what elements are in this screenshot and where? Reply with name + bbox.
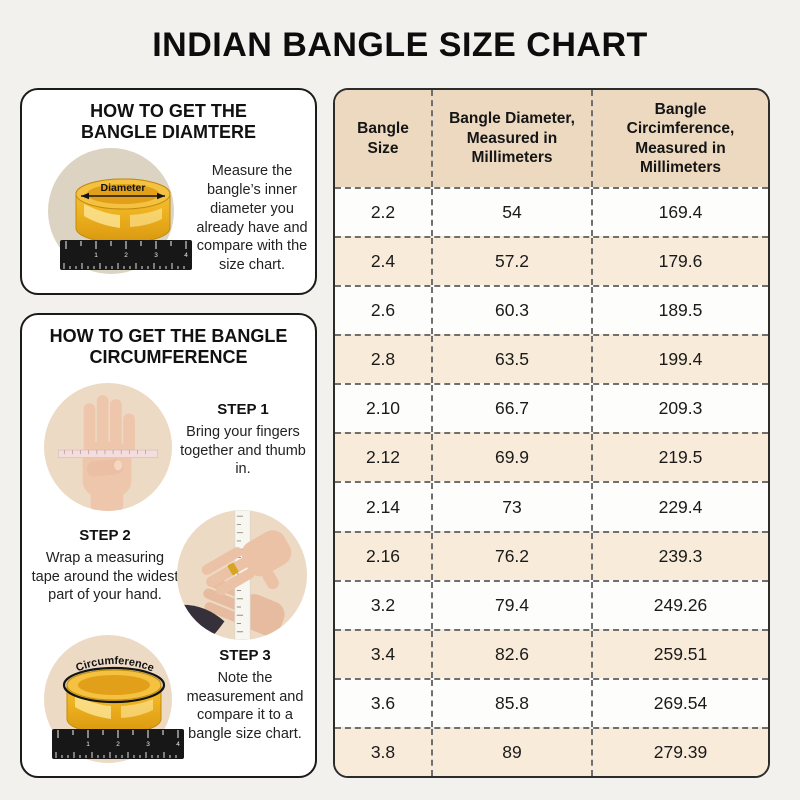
- step2-block: STEP 2 Wrap a measuring tape around the …: [30, 527, 180, 605]
- table-cell: 179.6: [591, 238, 768, 286]
- measuring-tape-icon: [57, 449, 159, 458]
- table-cell: 169.4: [591, 189, 768, 237]
- svg-text:1: 1: [94, 252, 98, 259]
- table-row: 3.4 82.6 259.51: [335, 628, 768, 678]
- table-cell: 73: [431, 483, 591, 531]
- page-title: INDIAN BANGLE SIZE CHART: [152, 26, 648, 64]
- table-cell: 3.2: [370, 594, 396, 615]
- table-cell: 2.2: [370, 202, 396, 223]
- table-cell: 239.3: [591, 532, 768, 580]
- step2-photo-circle: [177, 510, 307, 640]
- table-header-cell: Bangle Size: [357, 120, 409, 157]
- ruler-icon: 1 2 3 4: [60, 240, 192, 270]
- step3-text: Note the measurement and compare it to a…: [186, 670, 304, 742]
- table-cell: 89: [431, 728, 591, 776]
- circumference-box-title: HOW TO GET THE BANGLE CIRCUMFERENCE: [49, 326, 288, 368]
- svg-text:2: 2: [116, 741, 120, 748]
- table-cell: 66.7: [431, 385, 591, 433]
- table-cell: 85.8: [431, 679, 591, 727]
- table-cell: 2.12: [365, 447, 401, 468]
- step1-block: STEP 1 Bring your fingers together and t…: [174, 401, 312, 479]
- table-header-cell: Bangle Circimference, Measured in Millim…: [591, 90, 768, 187]
- ruler-icon: 1 2 3 4: [52, 729, 184, 759]
- table-cell: 82.6: [431, 630, 591, 678]
- table-header-row: Bangle Size Bangle Diameter, Measured in…: [335, 90, 768, 187]
- step3-block: STEP 3 Note the measurement and compare …: [176, 647, 314, 743]
- diameter-box-title: HOW TO GET THE BANGLE DIAMTERE: [81, 101, 256, 143]
- table-cell: 189.5: [591, 287, 768, 335]
- step2-text: Wrap a measuring tape around the widest …: [31, 550, 179, 604]
- table-cell: 60.3: [431, 287, 591, 335]
- step2-label: STEP 2: [79, 527, 131, 544]
- circumference-instruction-box: HOW TO GET THE BANGLE CIRCUMFERENCE STEP…: [20, 313, 317, 778]
- diameter-instruction-box: HOW TO GET THE BANGLE DIAMTERE Diameter …: [20, 88, 317, 295]
- svg-text:4: 4: [176, 741, 180, 748]
- table-cell: 3.6: [370, 692, 396, 713]
- open-hand-icon: [57, 395, 159, 511]
- table-row: 2.6 60.3 189.5: [335, 285, 768, 335]
- diameter-description: Measure the bangle’s inner diameter you …: [196, 163, 308, 274]
- table-cell: 219.5: [591, 434, 768, 482]
- table-cell: 76.2: [431, 532, 591, 580]
- table-row: 3.2 79.4 249.26: [335, 579, 768, 629]
- svg-text:3: 3: [154, 252, 158, 259]
- table-cell: 209.3: [591, 385, 768, 433]
- table-cell: 279.39: [591, 728, 768, 776]
- table-row: 2.2 54 169.4: [335, 187, 768, 237]
- step1-text: Bring your fingers together and thumb in…: [180, 424, 306, 478]
- step1-label: STEP 1: [217, 401, 269, 418]
- diameter-diagram-label: Diameter: [101, 182, 146, 194]
- table-cell: 57.2: [431, 238, 591, 286]
- table-cell: 3.8: [370, 741, 396, 762]
- table-cell: 3.4: [370, 643, 396, 664]
- table-cell: 2.4: [370, 251, 396, 272]
- table-cell: 249.26: [591, 581, 768, 629]
- table-row: 3.8 89 279.39: [335, 726, 768, 776]
- table-row: 2.16 76.2 239.3: [335, 530, 768, 580]
- table-row: 3.6 85.8 269.54: [335, 677, 768, 727]
- table-header-cell: Bangle Diameter, Measured in Millimeters: [431, 90, 591, 187]
- step3-label: STEP 3: [219, 647, 271, 664]
- table-cell: 199.4: [591, 336, 768, 384]
- table-cell: 2.6: [370, 300, 396, 321]
- step1-photo-circle: [44, 383, 172, 511]
- table-cell: 229.4: [591, 483, 768, 531]
- table-row: 2.14 73 229.4: [335, 481, 768, 531]
- svg-text:4: 4: [184, 252, 188, 259]
- table-row: 2.8 63.5 199.4: [335, 334, 768, 384]
- table-row: 2.4 57.2 179.6: [335, 236, 768, 286]
- svg-text:3: 3: [146, 741, 150, 748]
- svg-text:2: 2: [124, 252, 128, 259]
- table-row: 2.12 69.9 219.5: [335, 432, 768, 482]
- table-cell: 63.5: [431, 336, 591, 384]
- gold-ring-icon: [227, 562, 239, 576]
- measuring-hands-icon: [177, 510, 292, 640]
- table-cell: 269.54: [591, 679, 768, 727]
- bangle-circumference-icon: Circumference 1 2 3 4: [52, 655, 184, 759]
- table-cell: 79.4: [431, 581, 591, 629]
- table-cell: 69.9: [431, 434, 591, 482]
- svg-text:1: 1: [86, 741, 90, 748]
- table-cell: 2.10: [365, 398, 401, 419]
- table-body: 2.2 54 169.4 2.4 57.2 179.6 2.6 60.3 189.5 2.8 63.…: [335, 187, 768, 776]
- table-cell: 259.51: [591, 630, 768, 678]
- table-cell: 2.14: [365, 496, 401, 517]
- table-row: 2.10 66.7 209.3: [335, 383, 768, 433]
- table-cell: 2.16: [365, 545, 401, 566]
- size-table: Bangle Size Bangle Diameter, Measured in…: [333, 88, 770, 778]
- table-cell: 54: [431, 189, 591, 237]
- bangle-diameter-icon: Diameter 1 2 3 4: [60, 178, 192, 270]
- table-cell: 2.8: [370, 349, 396, 370]
